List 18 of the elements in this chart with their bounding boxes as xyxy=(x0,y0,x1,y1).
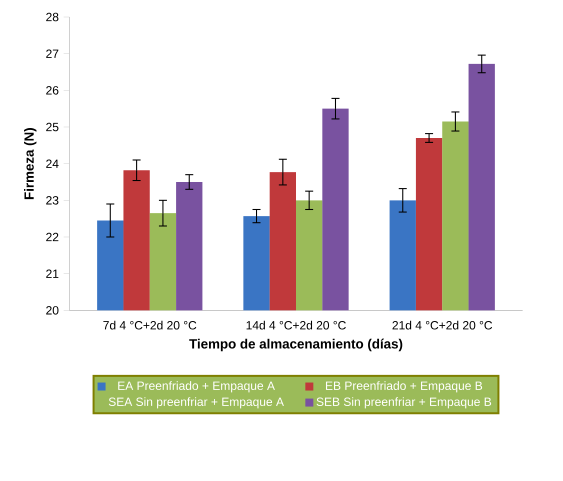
y-tick-label: 24 xyxy=(46,159,59,168)
y-tick-label: 22 xyxy=(46,232,58,242)
y-tick-label: 27 xyxy=(46,49,58,58)
legend-label: EA Preenfriado + Empaque A xyxy=(118,381,275,392)
x-tick-label: 21d 4 °C+2d 20 °C xyxy=(392,320,492,330)
y-tick-label: 20 xyxy=(46,306,58,315)
x-axis-title: Tiempo de almacenamiento (días) xyxy=(189,338,402,352)
y-tick-label: 21 xyxy=(46,269,58,278)
y-tick-label: 23 xyxy=(46,196,58,205)
text: SEA Sin preenfriar + Empaque A xyxy=(108,397,284,408)
y-tick-label: 28 xyxy=(46,12,58,22)
legend-label: SEB Sin preenfriar + Empaque B xyxy=(316,397,492,408)
x-tick-label: 14d 4 °C+2d 20 °C xyxy=(246,320,346,330)
y-axis-title: Firmeza (N) xyxy=(24,128,36,200)
y-tick-label: 26 xyxy=(46,86,58,95)
x-tick-label: 7d 4 °C+2d 20 °C xyxy=(103,320,196,330)
y-tick-label: 25 xyxy=(46,122,58,132)
legend-label: EB Preenfriado + Empaque B xyxy=(326,381,482,392)
